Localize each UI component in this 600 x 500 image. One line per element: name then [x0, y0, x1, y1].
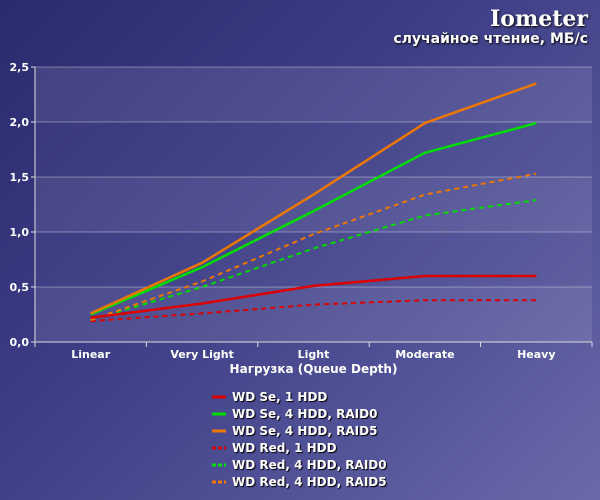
y-tick-label: 1,5 — [10, 171, 30, 184]
legend-swatch — [212, 463, 226, 466]
legend-item: WD Red, 4 HDD, RAID0 — [212, 456, 387, 473]
y-tick-label: 1,0 — [10, 226, 30, 239]
legend-swatch — [212, 395, 226, 398]
plot-band — [35, 232, 592, 287]
x-tick-label: Light — [298, 348, 330, 361]
series-line — [90, 199, 537, 321]
y-tick-label: 0,5 — [10, 281, 30, 294]
y-tick-label: 2,0 — [10, 116, 30, 129]
y-tick-label: 0,0 — [10, 336, 30, 349]
series-line — [90, 121, 537, 316]
chart-title: Iometer — [490, 6, 588, 32]
legend-swatch — [212, 429, 226, 432]
legend-item: WD Se, 1 HDD — [212, 388, 387, 405]
series-line — [90, 82, 537, 315]
x-tick-label: Linear — [71, 348, 110, 361]
legend-label: WD Red, 4 HDD, RAID0 — [232, 457, 387, 472]
legend-label: WD Se, 4 HDD, RAID0 — [232, 406, 378, 421]
legend-item: WD Se, 4 HDD, RAID5 — [212, 422, 387, 439]
legend-item: WD Se, 4 HDD, RAID0 — [212, 405, 387, 422]
legend-item: WD Red, 1 HDD — [212, 439, 387, 456]
chart-subtitle: случайное чтение, МБ/с — [393, 31, 588, 47]
legend-label: WD Red, 4 HDD, RAID5 — [232, 474, 387, 489]
legend-swatch — [212, 412, 226, 415]
series-line — [90, 172, 537, 321]
chart-legend: WD Se, 1 HDD WD Se, 4 HDD, RAID0 WD Se, 4 … — [212, 388, 387, 490]
legend-swatch — [212, 480, 226, 483]
plot-band — [35, 122, 592, 177]
series-line — [90, 299, 537, 323]
legend-swatch — [212, 446, 226, 449]
x-tick-label: Heavy — [517, 348, 555, 361]
x-tick-label: Very Light — [170, 348, 234, 361]
y-tick-label: 2,5 — [10, 61, 30, 74]
legend-label: WD Se, 4 HDD, RAID5 — [232, 423, 378, 438]
legend-label: WD Red, 1 HDD — [232, 440, 337, 455]
x-axis-label: Нагрузка (Queue Depth) — [230, 362, 398, 376]
legend-label: WD Se, 1 HDD — [232, 389, 328, 404]
x-tick-label: Moderate — [395, 348, 454, 361]
legend-item: WD Red, 4 HDD, RAID5 — [212, 473, 387, 490]
plot-band — [35, 67, 592, 122]
series-line — [90, 274, 537, 320]
